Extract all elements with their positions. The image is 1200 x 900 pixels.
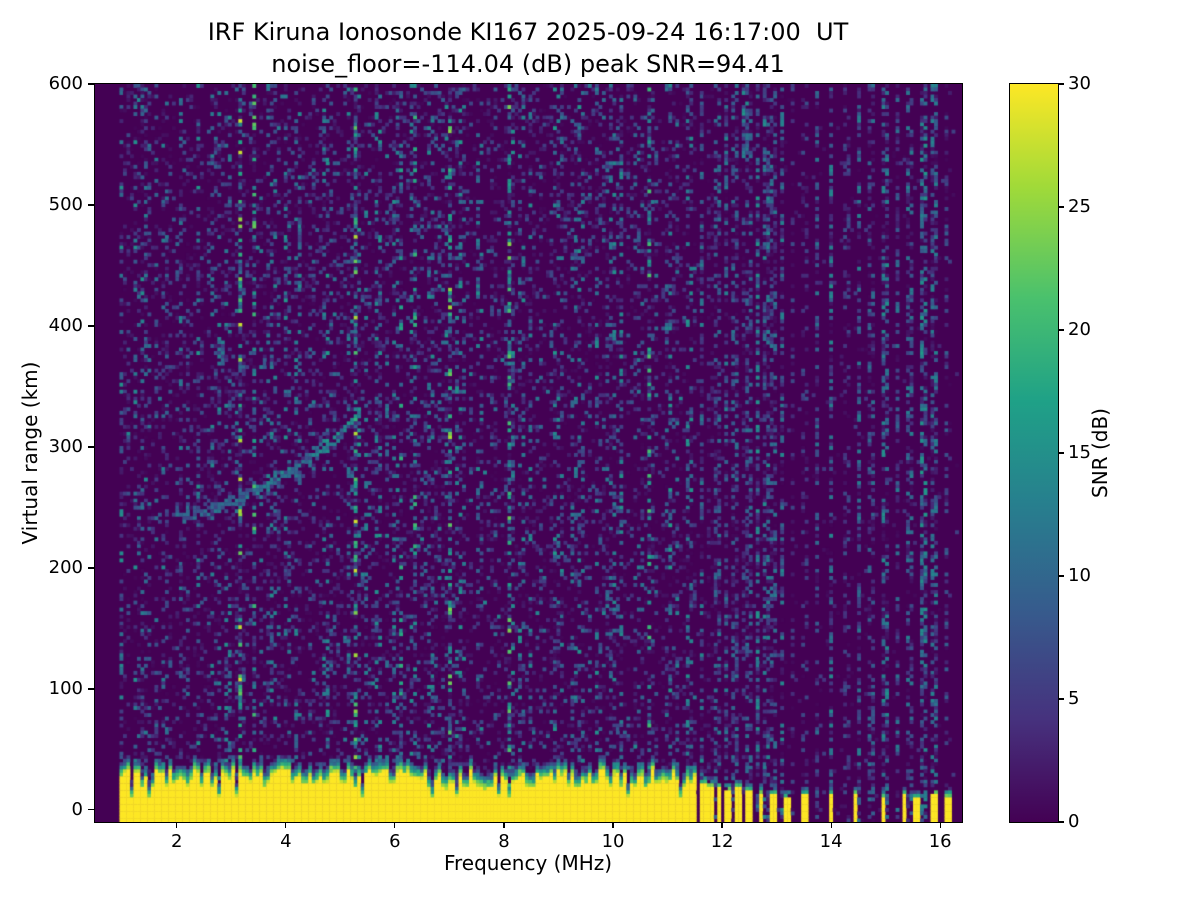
x-tick-label: 6: [389, 831, 401, 852]
ionogram-heatmap: [95, 84, 962, 822]
y-tick-label: 100: [48, 677, 83, 699]
y-tick-label: 200: [48, 556, 83, 578]
x-tick-label: 4: [280, 831, 292, 852]
x-tick-mark: [939, 822, 941, 828]
colorbar-tick-mark: [1058, 821, 1064, 823]
colorbar-tick-label: 30: [1068, 73, 1091, 94]
colorbar-tick-label: 5: [1068, 688, 1080, 709]
colorbar-tick-label: 0: [1068, 811, 1080, 832]
y-tick-mark: [88, 83, 95, 85]
colorbar-tick-mark: [1058, 575, 1064, 577]
y-tick-mark: [88, 204, 95, 206]
colorbar-tick-mark: [1058, 206, 1064, 208]
x-tick-label: 8: [498, 831, 510, 852]
colorbar-tick-mark: [1058, 698, 1064, 700]
y-tick-mark: [88, 809, 95, 811]
y-tick-mark: [88, 446, 95, 448]
x-tick-mark: [176, 822, 178, 828]
x-tick-mark: [612, 822, 614, 828]
y-tick-mark: [88, 325, 95, 327]
plot-area: [94, 83, 963, 823]
x-tick-label: 10: [601, 831, 625, 852]
y-tick-mark: [88, 567, 95, 569]
x-tick-mark: [830, 822, 832, 828]
colorbar-tick-label: 10: [1068, 565, 1091, 586]
colorbar-tick-label: 15: [1068, 442, 1091, 463]
y-tick-label: 300: [48, 435, 83, 457]
y-tick-label: 400: [48, 314, 83, 336]
x-tick-mark: [503, 822, 505, 828]
x-tick-label: 12: [710, 831, 734, 852]
x-tick-mark: [721, 822, 723, 828]
colorbar-label: SNR (dB): [1088, 408, 1112, 498]
y-tick-label: 0: [71, 798, 83, 820]
colorbar-tick-mark: [1058, 452, 1064, 454]
colorbar-tick-mark: [1058, 83, 1064, 85]
colorbar-tick-label: 25: [1068, 196, 1091, 217]
chart-title: IRF Kiruna Ionosonde KI167 2025-09-24 16…: [207, 18, 849, 46]
x-axis-label: Frequency (MHz): [443, 851, 613, 875]
colorbar-tick-label: 20: [1068, 319, 1091, 340]
x-tick-label: 14: [819, 831, 843, 852]
y-axis-label: Virtual range (km): [18, 361, 42, 545]
x-tick-label: 16: [928, 831, 952, 852]
x-tick-mark: [285, 822, 287, 828]
x-tick-mark: [394, 822, 396, 828]
colorbar-tick-mark: [1058, 329, 1064, 331]
y-tick-label: 600: [48, 73, 83, 94]
y-tick-mark: [88, 688, 95, 690]
chart-subtitle: noise_floor=-114.04 (dB) peak SNR=94.41: [271, 50, 785, 78]
y-tick-label: 500: [48, 193, 83, 215]
colorbar: [1009, 83, 1059, 823]
x-tick-label: 2: [171, 831, 183, 852]
